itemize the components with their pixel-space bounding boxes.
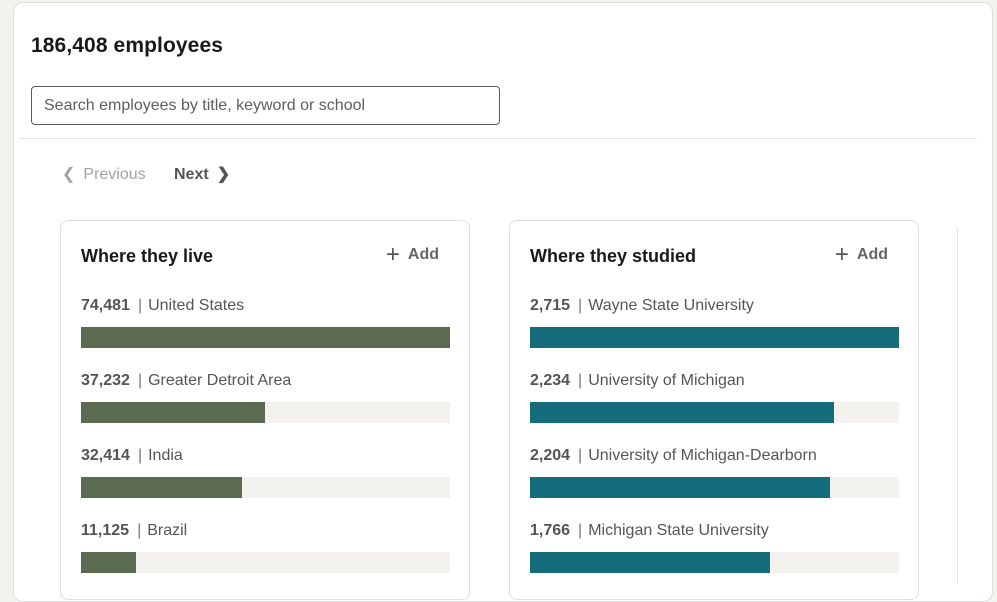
bar-track [81,477,450,498]
stat-count: 37,232 [81,372,130,389]
bar-track [530,552,899,573]
stat-count: 32,414 [81,447,130,464]
bar-fill [530,327,899,348]
search-input[interactable] [31,86,500,125]
separator: | [578,297,583,314]
page-title: 186,408 employees [31,34,224,57]
stat-item[interactable]: 32,414 | India [81,447,450,498]
bar-track [530,327,899,348]
separator: | [137,522,142,539]
previous-button[interactable]: ❮ Previous [62,164,146,184]
stat-label: Brazil [147,522,188,539]
next-button[interactable]: Next ❯ [174,164,230,184]
divider [20,138,977,139]
bar-track [530,402,899,423]
stat-label: India [148,447,183,464]
separator: | [137,372,143,389]
panel-where-they-studied: Where they studied + Add 2,715 | Wayne Sta… [509,220,919,600]
stat-label: United States [148,297,245,314]
stat-count: 2,715 [530,297,571,314]
bar-fill [530,552,771,573]
plus-icon: + [385,241,400,268]
chevron-left-icon: ❮ [62,166,76,183]
next-panel-edge [957,228,958,584]
bar-fill [530,402,834,423]
separator: | [137,297,143,314]
bar-track [530,477,899,498]
stat-label: University of Michigan [588,372,745,389]
panel-title: Where they studied [530,246,697,266]
stat-label: Michigan State University [588,522,769,539]
bar-fill [81,327,450,348]
stat-item[interactable]: 11,125 | Brazil [81,522,450,573]
stat-item[interactable]: 74,481 | United States [81,297,450,348]
stat-count: 1,766 [530,522,571,539]
stat-label: Greater Detroit Area [148,372,292,389]
previous-label: Previous [83,166,146,183]
separator: | [578,522,583,539]
bar-track [81,552,450,573]
stat-item[interactable]: 37,232 | Greater Detroit Area [81,372,450,423]
add-button[interactable]: + Add [385,241,439,268]
next-label: Next [174,166,209,183]
stat-count: 74,481 [81,297,130,314]
bar-fill [530,477,830,498]
separator: | [137,447,143,464]
stat-count: 2,204 [530,447,571,464]
add-label: Add [856,246,888,263]
bar-fill [81,402,266,423]
plus-icon: + [834,241,849,268]
stat-count: 11,125 [81,522,130,539]
bar-fill [81,477,242,498]
panel-title: Where they live [81,246,214,266]
bar-fill [81,552,137,573]
panel-where-they-live: Where they live + Add 74,481 | United Stat… [60,220,470,600]
stat-label: University of Michigan-Dearborn [588,447,817,464]
bar-track [81,402,450,423]
bar-track [81,327,450,348]
stat-count: 2,234 [530,372,571,389]
stat-item[interactable]: 1,766 | Michigan State University [530,522,899,573]
chevron-right-icon: ❯ [216,166,231,183]
stat-label: Wayne State University [588,297,754,314]
separator: | [578,372,583,389]
separator: | [578,447,583,464]
add-label: Add [407,246,439,263]
stat-item[interactable]: 2,204 | University of Michigan-Dearborn [530,447,899,498]
stat-item[interactable]: 2,715 | Wayne State University [530,297,899,348]
stat-item[interactable]: 2,234 | University of Michigan [530,372,899,423]
add-button[interactable]: + Add [834,241,888,268]
